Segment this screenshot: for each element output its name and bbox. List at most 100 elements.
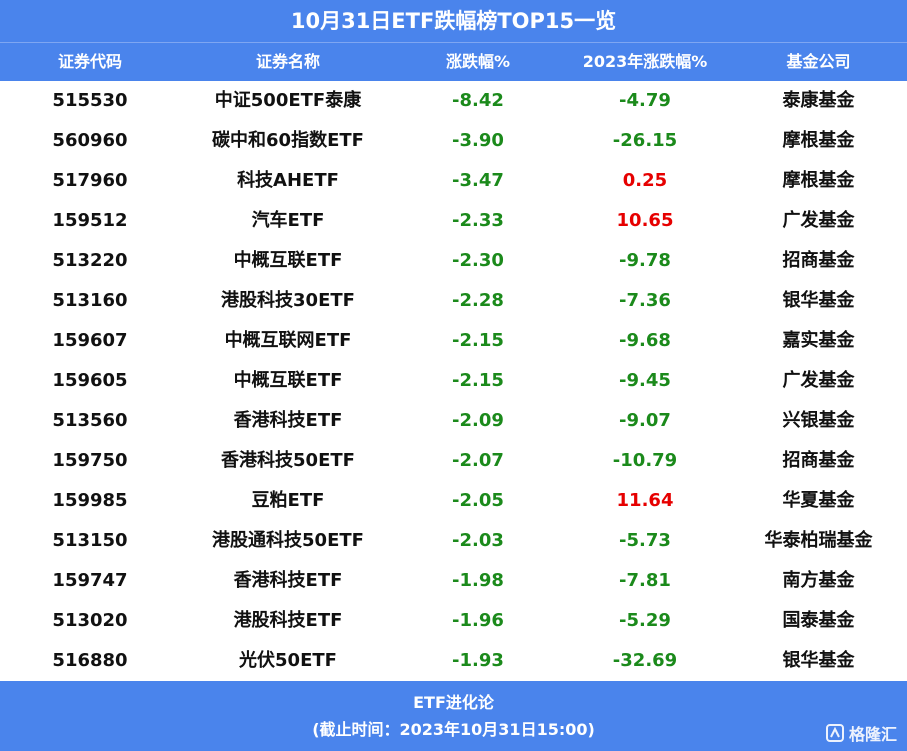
table-cell: -3.47 [452, 170, 504, 191]
table-row: 515530 中证500ETF泰康 -8.42 -4.79 泰康基金 [0, 81, 907, 121]
table-cell: -2.05 [452, 490, 504, 511]
table-cell: 159747 [52, 570, 128, 591]
watermark-icon [825, 724, 844, 742]
header-cell: 证券代码 [57, 52, 122, 71]
footer: ETF进化论 (截止时间：2023年10月31日15:00) [0, 681, 907, 751]
table-cell: 嘉实基金 [782, 330, 855, 351]
table-cell: 银华基金 [782, 650, 855, 671]
table-cell: 广发基金 [782, 370, 855, 391]
table-cell: -4.79 [619, 90, 671, 111]
table-cell: 513220 [52, 250, 128, 271]
table-cell: -3.90 [452, 130, 504, 151]
table-cell: 中概互联ETF [233, 370, 343, 391]
table-cell: -2.15 [452, 330, 504, 351]
table-cell: 513150 [52, 530, 128, 551]
title: 10月31日ETF跌幅榜TOP15一览 [0, 0, 907, 43]
table-cell: -5.29 [619, 610, 671, 631]
table-cell: -2.09 [452, 410, 504, 431]
table-cell: 南方基金 [782, 570, 855, 591]
table-cell: 159605 [52, 370, 128, 391]
table-cell: 招商基金 [782, 250, 855, 271]
table-cell: -9.45 [619, 370, 671, 391]
table-cell: 港股科技ETF [233, 610, 343, 631]
table-cell: 中证500ETF泰康 [214, 90, 362, 111]
table-cell: 517960 [52, 170, 128, 191]
table-cell: -9.07 [619, 410, 671, 431]
table-row: 560960 碳中和60指数ETF -3.90 -26.15 摩根基金 [0, 121, 907, 161]
header-cell: 证券名称 [255, 52, 320, 71]
table-cell: -2.15 [452, 370, 504, 391]
table-header: 证券代码 证券名称 涨跌幅% 2023年涨跌幅% 基金公司 [0, 43, 907, 81]
footer-source: ETF进化论 [413, 693, 494, 712]
table-cell: 159607 [52, 330, 128, 351]
table-cell: -8.42 [452, 90, 504, 111]
header-cell: 2023年涨跌幅% [582, 52, 708, 71]
table-row: 516880 光伏50ETF -1.93 -32.69 银华基金 [0, 641, 907, 681]
table-row: 513020 港股科技ETF -1.96 -5.29 国泰基金 [0, 601, 907, 641]
table-body: 515530 中证500ETF泰康 -8.42 -4.79 泰康基金 560960 碳中和6… [0, 81, 907, 681]
table-row: 159607 中概互联网ETF -2.15 -9.68 嘉实基金 [0, 321, 907, 361]
table-cell: 159512 [52, 210, 128, 231]
table-row: 159747 香港科技ETF -1.98 -7.81 南方基金 [0, 561, 907, 601]
table-cell: 华泰柏瑞基金 [764, 530, 873, 551]
table-row: 517960 科技AHETF -3.47 0.25 摩根基金 [0, 161, 907, 201]
table-cell: 豆粕ETF [251, 490, 325, 511]
watermark: 格隆汇 [825, 721, 897, 745]
table-cell: 513560 [52, 410, 128, 431]
table-cell: 0.25 [622, 170, 668, 191]
table-cell: -10.79 [612, 450, 678, 471]
table-row: 159750 香港科技50ETF -2.07 -10.79 招商基金 [0, 441, 907, 481]
table-cell: 11.64 [616, 490, 674, 511]
table-cell: 国泰基金 [782, 610, 855, 631]
table-cell: 513160 [52, 290, 128, 311]
table-cell: -2.33 [452, 210, 504, 231]
header-cell: 涨跌幅% [445, 52, 511, 71]
table-cell: 摩根基金 [782, 130, 855, 151]
table-cell: 10.65 [616, 210, 674, 231]
table-cell: 汽车ETF [251, 210, 325, 231]
table-cell: 碳中和60指数ETF [212, 130, 364, 151]
table-cell: -1.93 [452, 650, 504, 671]
table-cell: -9.68 [619, 330, 671, 351]
watermark-text: 格隆汇 [848, 725, 897, 744]
table-cell: 泰康基金 [782, 90, 855, 111]
table-row: 159985 豆粕ETF -2.05 11.64 华夏基金 [0, 481, 907, 521]
table-cell: -1.98 [452, 570, 504, 591]
table-cell: 香港科技50ETF [221, 450, 355, 471]
header-cell: 基金公司 [786, 52, 851, 71]
table-cell: 513020 [52, 610, 128, 631]
table-cell: -26.15 [612, 130, 678, 151]
table-cell: -7.36 [619, 290, 671, 311]
table-row: 159605 中概互联ETF -2.15 -9.45 广发基金 [0, 361, 907, 401]
table-cell: 香港科技ETF [233, 570, 343, 591]
table-row: 513560 香港科技ETF -2.09 -9.07 兴银基金 [0, 401, 907, 441]
table-row: 159512 汽车ETF -2.33 10.65 广发基金 [0, 201, 907, 241]
table-cell: -1.96 [452, 610, 504, 631]
table-cell: 560960 [52, 130, 128, 151]
table-row: 513150 港股通科技50ETF -2.03 -5.73 华泰柏瑞基金 [0, 521, 907, 561]
footer-note: (截止时间：2023年10月31日15:00) [312, 720, 595, 739]
table-row: 513220 中概互联ETF -2.30 -9.78 招商基金 [0, 241, 907, 281]
table-cell: 516880 [52, 650, 128, 671]
table-cell: -2.30 [452, 250, 504, 271]
table-cell: -32.69 [612, 650, 678, 671]
table-cell: 广发基金 [782, 210, 855, 231]
table-cell: 中概互联ETF [233, 250, 343, 271]
table-cell: -2.07 [452, 450, 504, 471]
table-cell: 中概互联网ETF [224, 330, 352, 351]
table-cell: 港股科技30ETF [221, 290, 355, 311]
table-cell: -2.28 [452, 290, 504, 311]
table-cell: 兴银基金 [782, 410, 855, 431]
table-cell: 515530 [52, 90, 128, 111]
table-row: 513160 港股科技30ETF -2.28 -7.36 银华基金 [0, 281, 907, 321]
table-cell: -7.81 [619, 570, 671, 591]
table-cell: -9.78 [619, 250, 671, 271]
table-cell: 招商基金 [782, 450, 855, 471]
table-cell: 银华基金 [782, 290, 855, 311]
table-cell: 摩根基金 [782, 170, 855, 191]
table-cell: 159750 [52, 450, 128, 471]
table-cell: -5.73 [619, 530, 671, 551]
table-cell: 华夏基金 [782, 490, 855, 511]
table-cell: 光伏50ETF [239, 650, 337, 671]
